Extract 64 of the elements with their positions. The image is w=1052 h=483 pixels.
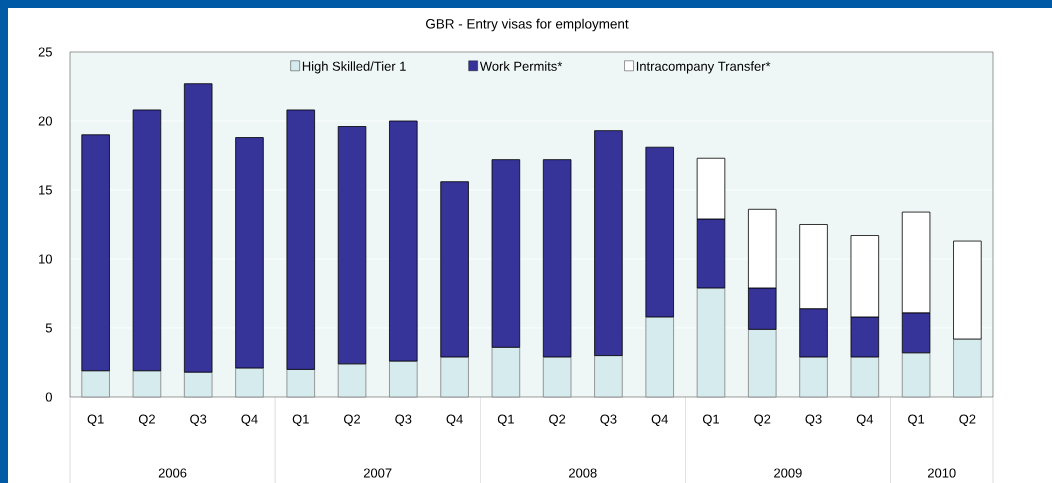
bar [491,159,521,348]
legend-label: Work Permits* [479,61,563,71]
bar [491,346,521,398]
legend-label: High Skilled/Tier 1 [302,61,406,74]
text: 2006 [158,468,187,478]
bar [440,356,469,398]
x-tick-label: Q1 [87,414,104,426]
bar [81,370,110,398]
bar [235,137,264,369]
bar [389,120,418,362]
text: 2010 [927,468,956,478]
bar [81,134,110,372]
text: 2009 [774,468,802,478]
bar [132,370,162,398]
y-tick-label: 20 [38,116,52,126]
x-tick-label: Q2 [754,414,771,426]
x-tick-label: Q4 [241,414,258,426]
x-tick-label: Q3 [600,414,617,426]
bar [440,181,469,358]
legend-label: Intracompany Transfer* [636,61,771,74]
x-tick-label: Q4 [856,414,874,426]
bar [953,338,982,398]
y-tick-label: 15 [39,185,52,195]
x-tick-label: Q3 [805,414,822,426]
bar [953,240,982,340]
x-tick-label: Q4 [446,414,463,426]
bar [235,367,264,398]
x-tick-label: Q1 [702,414,719,426]
x-tick-label: Q3 [395,414,412,426]
x-tick-label: Q2 [344,414,361,426]
y-tick-label: 0 [45,392,52,402]
bar [748,328,777,398]
bar [183,83,213,373]
bar [901,352,931,398]
bar [799,356,828,398]
bar [594,355,623,398]
bar [183,371,213,398]
text: 2007 [363,468,392,478]
x-tick-label: Q2 [549,414,566,426]
x-tick-label: Q1 [292,414,309,426]
y-tick-label: 5 [45,323,52,333]
bar [286,109,315,370]
x-tick-label: Q2 [959,414,976,426]
bar [645,146,674,318]
bar [850,356,880,398]
text: 2008 [569,468,597,478]
x-tick-label: Q2 [138,414,155,426]
bar [542,356,572,398]
x-tick-label: Q1 [908,414,925,426]
bar [594,130,623,356]
x-tick-label: Q1 [497,414,514,426]
bar [542,159,572,358]
bar [337,363,367,398]
bar [645,316,674,398]
bar [389,360,418,398]
x-tick-label: Q4 [651,414,668,426]
x-tick-label: Q3 [190,414,207,426]
bar [286,368,315,398]
chart-title: GBR - Entry visas for employment [426,18,629,32]
y-tick-label: 10 [39,254,52,264]
bar [132,109,162,372]
bar [696,287,726,398]
bar [337,126,367,365]
y-tick-label: 25 [38,47,52,57]
